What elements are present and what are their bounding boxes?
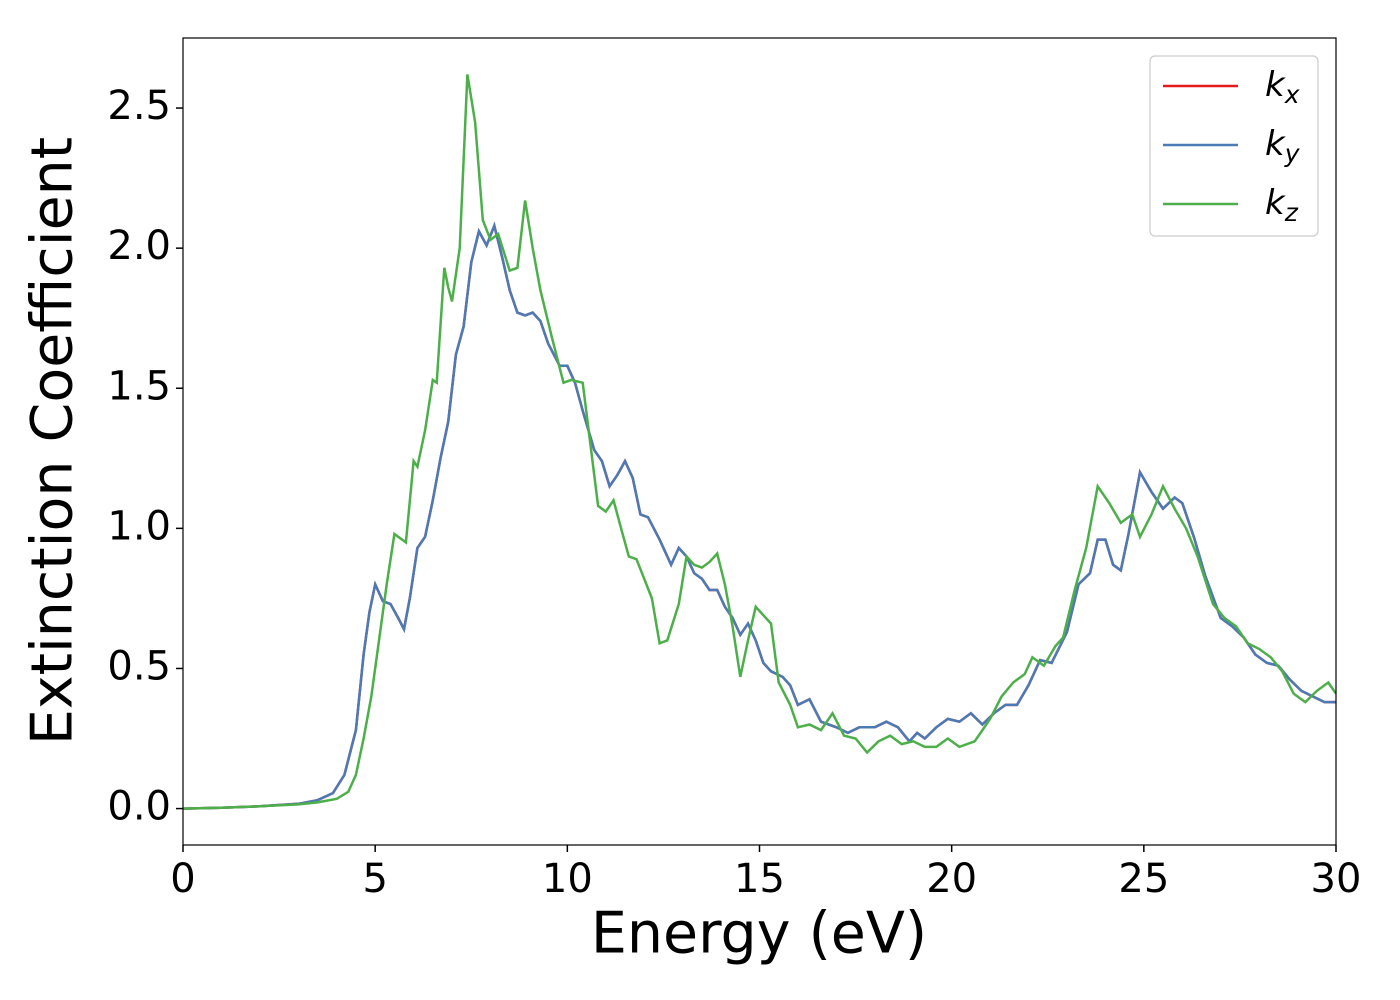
y-tick-label: 2.5 bbox=[107, 83, 171, 129]
legend-base: k bbox=[1265, 183, 1286, 223]
legend-base: k bbox=[1265, 124, 1286, 164]
x-tick-label: 15 bbox=[734, 856, 785, 902]
x-tick-label: 30 bbox=[1311, 856, 1362, 902]
y-axis-label: Extinction Coefficient bbox=[20, 137, 86, 745]
x-tick-label: 10 bbox=[542, 856, 593, 902]
legend-label: kx bbox=[1265, 65, 1300, 110]
x-tick-label: 0 bbox=[170, 856, 195, 902]
y-tick-label: 0.0 bbox=[107, 784, 171, 830]
x-tick-label: 25 bbox=[1118, 856, 1169, 902]
y-tick-label: 1.5 bbox=[107, 363, 171, 409]
legend-sub: y bbox=[1284, 139, 1301, 168]
legend-sub: x bbox=[1284, 80, 1300, 109]
axes-frame bbox=[182, 37, 1337, 846]
legend-sub: z bbox=[1284, 198, 1299, 227]
legend-label: kz bbox=[1265, 183, 1299, 228]
legend-base: k bbox=[1265, 65, 1286, 105]
x-axis-label: Energy (eV) bbox=[591, 901, 927, 967]
line-series bbox=[183, 74, 1336, 810]
y-tick-label: 0.5 bbox=[107, 643, 171, 689]
legend-label: ky bbox=[1265, 124, 1301, 169]
line-series bbox=[183, 221, 1336, 810]
x-tick-label: 20 bbox=[926, 856, 977, 902]
plot-area bbox=[183, 74, 1336, 810]
y-tick-label: 1.0 bbox=[107, 503, 171, 549]
y-tick-label: 2.0 bbox=[107, 223, 171, 269]
x-tick-label: 5 bbox=[362, 856, 387, 902]
